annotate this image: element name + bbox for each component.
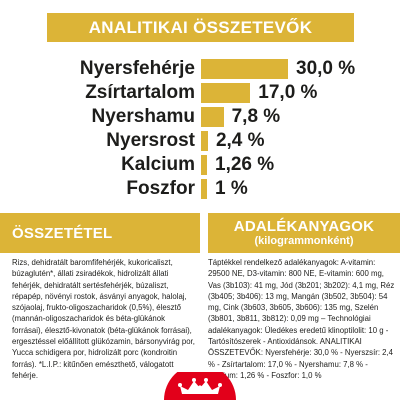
composition-text: Rizs, dehidratált baromfifehérjék, kukor… (12, 258, 195, 380)
analytics-row-label: Nyershamu (91, 106, 196, 127)
additives-header: ADALÉKANYAGOK (kilogrammonként) (208, 213, 400, 253)
analytics-row-bar (201, 155, 207, 175)
analytics-row-label: Kalcium (121, 154, 195, 175)
composition-title: ÖSSZETÉTEL (12, 224, 113, 242)
analytics-row: Kalcium 1,26 % (0, 153, 400, 177)
analytics-row: Nyershamu 7,8 % (0, 105, 400, 129)
analytics-row-value: 2,4 % (215, 130, 265, 151)
royal-canin-crown-icon (164, 372, 236, 400)
analytics-row: Nyersfehérje 30,0 % (0, 57, 400, 81)
analytics-title-banner: ANALITIKAI ÖSSZETEVŐK (47, 13, 354, 42)
analytics-row-value: 1,26 % (215, 154, 275, 175)
additives-subtitle: (kilogrammonként) (254, 234, 354, 247)
analytics-row: Foszfor 1 % (0, 177, 400, 201)
analytics-row-value: 7,8 % (231, 106, 281, 127)
analytics-row-bar (201, 83, 251, 103)
analytics-row-label: Foszfor (126, 178, 195, 199)
additives-text: Táptékkel rendelkező adalékanyagok: A-vi… (208, 258, 395, 380)
analytics-row-bar (201, 179, 207, 199)
analytics-row-label: Zsírtartalom (85, 82, 195, 103)
analytics-row-bar (201, 59, 288, 79)
composition-header: ÖSSZETÉTEL (0, 213, 200, 253)
analytics-row-label: Nyersfehérje (79, 58, 195, 79)
analytics-row-value: 30,0 % (296, 58, 356, 79)
analytics-row-value: 1 % (215, 178, 248, 199)
analytics-row: Zsírtartalom 17,0 % (0, 81, 400, 105)
analytics-title: ANALITIKAI ÖSSZETEVŐK (88, 17, 313, 37)
additives-title: ADALÉKANYAGOK (233, 217, 375, 235)
analytics-row-bar (201, 131, 208, 151)
analytics-row-bar (201, 107, 224, 127)
analytics-row: Nyersrost 2,4 % (0, 129, 400, 153)
analytics-row-label: Nyersrost (106, 130, 195, 151)
analytics-row-value: 17,0 % (258, 82, 318, 103)
